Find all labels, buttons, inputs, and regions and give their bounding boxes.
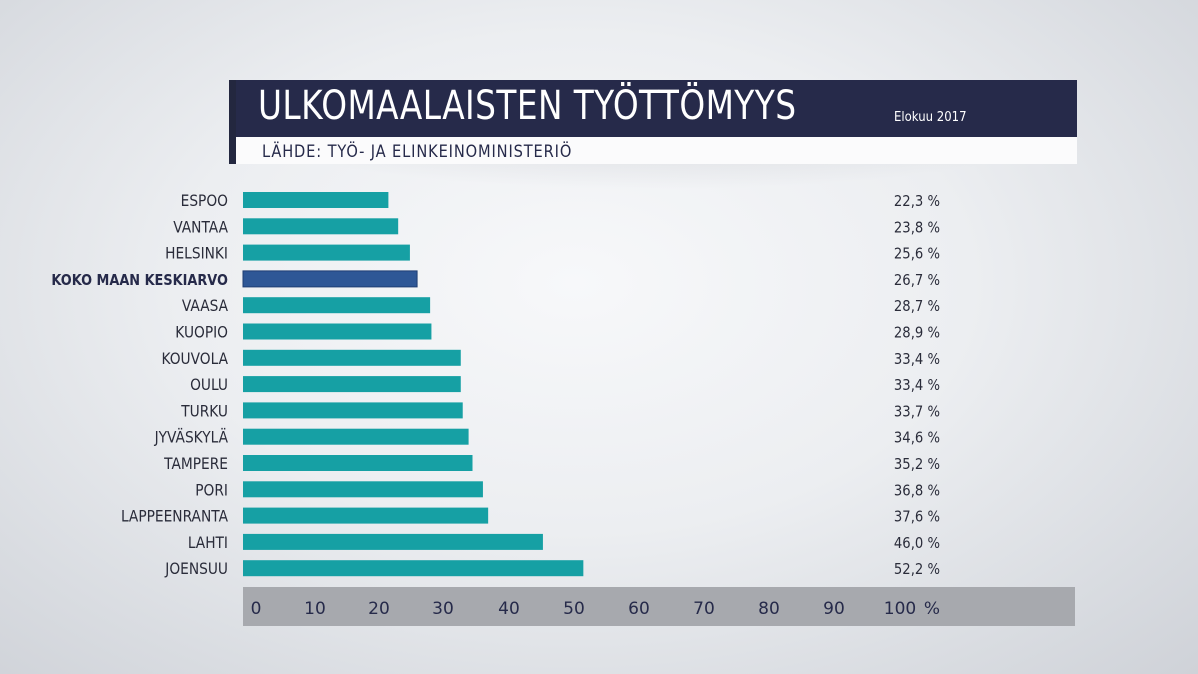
category-label: TURKU — [180, 401, 228, 420]
category-label: JOENSUU — [164, 559, 228, 578]
x-tick-label: 80 — [758, 599, 780, 619]
data-label: 33,7 % — [894, 404, 940, 421]
x-tick-label: 100 — [884, 599, 916, 619]
source-bar — [236, 137, 1077, 164]
data-label: 28,9 % — [894, 325, 940, 342]
x-tick-label: 70 — [693, 599, 715, 619]
x-tick-label: 30 — [432, 599, 454, 619]
data-label: 46,0 % — [894, 535, 940, 552]
x-tick-label: 10 — [304, 599, 326, 619]
x-tick-label: 0 — [251, 599, 262, 619]
bar — [243, 218, 399, 235]
category-label: PORI — [195, 480, 228, 499]
bar — [243, 533, 543, 550]
bar — [243, 297, 431, 314]
data-label: 22,3 % — [894, 193, 940, 210]
bar — [243, 323, 432, 340]
x-tick-label: 20 — [368, 599, 390, 619]
category-label: KOUVOLA — [161, 349, 228, 368]
data-label: 25,6 % — [894, 246, 940, 263]
category-label: OULU — [190, 375, 228, 394]
data-label: 35,2 % — [894, 456, 940, 473]
category-label: VANTAA — [173, 217, 228, 236]
category-label: KUOPIO — [175, 322, 228, 341]
data-label: 28,7 % — [894, 298, 940, 315]
bar — [243, 349, 461, 366]
data-label: 23,8 % — [894, 220, 940, 237]
bar — [243, 244, 410, 261]
bar — [243, 481, 483, 498]
x-axis-unit: % — [924, 599, 940, 619]
category-label: HELSINKI — [165, 244, 228, 263]
bar — [242, 270, 418, 288]
x-tick-label: 40 — [498, 599, 520, 619]
data-label: 36,8 % — [894, 483, 940, 500]
title-bar — [229, 80, 1077, 137]
category-label: KOKO MAAN KESKIARVO — [51, 272, 228, 289]
x-tick-label: 60 — [628, 599, 650, 619]
data-label: 52,2 % — [894, 561, 940, 578]
bar — [243, 560, 584, 577]
category-label: LAHTI — [188, 533, 228, 552]
chart-date: Elokuu 2017 — [894, 110, 967, 125]
category-label: TAMPERE — [163, 454, 228, 473]
x-tick-label: 50 — [563, 599, 585, 619]
x-tick-label: 90 — [823, 599, 845, 619]
data-label: 33,4 % — [894, 351, 940, 368]
bar — [243, 192, 389, 208]
title-accent — [229, 80, 236, 164]
chart-source: LÄHDE: TYÖ- JA ELINKEINOMINISTERIÖ — [262, 142, 573, 162]
data-label: 34,6 % — [894, 430, 940, 447]
bar — [243, 507, 489, 524]
category-label: LAPPEENRANTA — [121, 507, 229, 526]
x-axis-band — [243, 587, 1075, 626]
category-label: VAASA — [182, 296, 229, 315]
bar — [243, 428, 469, 445]
category-label: ESPOO — [181, 191, 228, 210]
data-label: 33,4 % — [894, 377, 940, 394]
data-label: 26,7 % — [894, 272, 940, 289]
bar — [243, 455, 473, 471]
bar — [243, 376, 461, 393]
category-label: JYVÄSKYLÄ — [154, 428, 229, 447]
bar — [243, 402, 463, 419]
chart-title: ULKOMAALAISTEN TYÖTTÖMYYS — [258, 83, 797, 129]
data-label: 37,6 % — [894, 509, 940, 526]
